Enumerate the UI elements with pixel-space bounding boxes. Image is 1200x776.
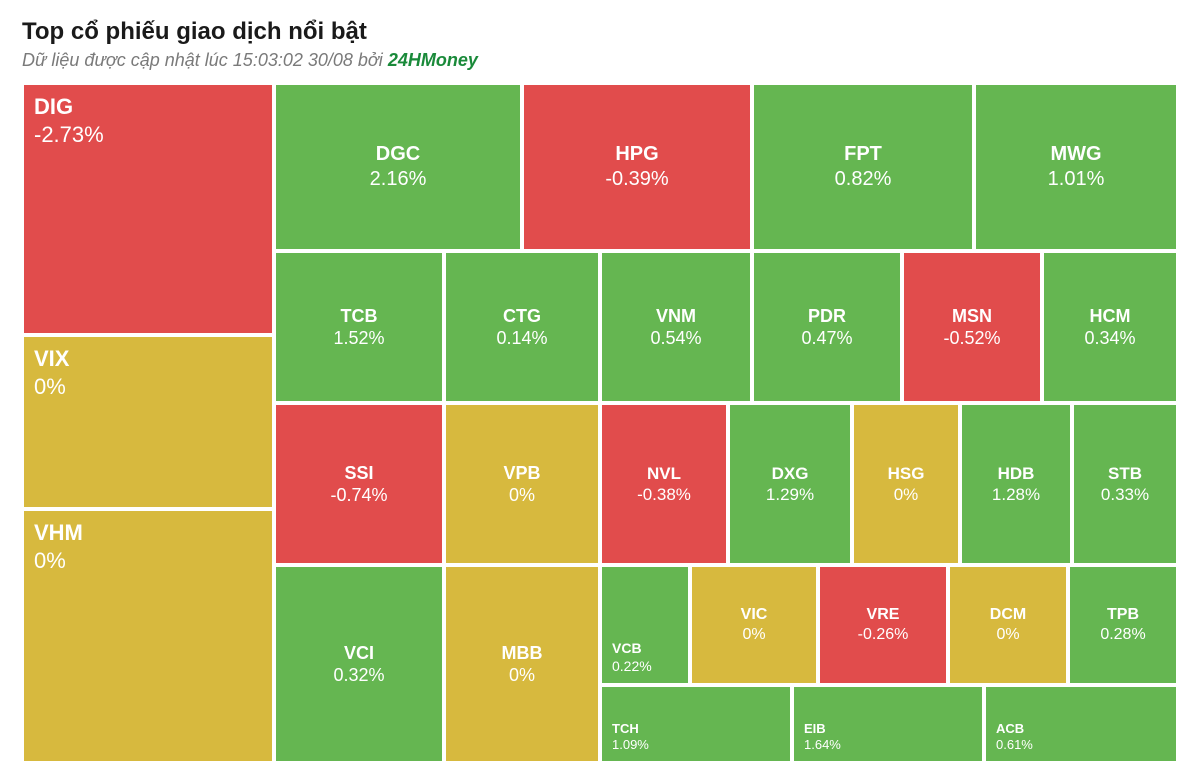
subtitle-text: Dữ liệu được cập nhật lúc 15:03:02 30/08… xyxy=(22,50,388,70)
pct-label: -0.26% xyxy=(858,625,909,645)
treemap-cell-stb[interactable]: STB0.33% xyxy=(1072,403,1178,565)
pct-label: 0.34% xyxy=(1084,327,1135,350)
pct-label: -0.39% xyxy=(605,167,668,192)
treemap-cell-tpb[interactable]: TPB0.28% xyxy=(1068,565,1178,685)
ticker-label: HSG xyxy=(888,463,925,484)
chart-title: Top cổ phiếu giao dịch nổi bật xyxy=(22,18,1178,46)
pct-label: 2.16% xyxy=(370,167,427,192)
treemap-cell-dig[interactable]: DIG-2.73% xyxy=(22,83,274,335)
treemap-cell-mwg[interactable]: MWG1.01% xyxy=(974,83,1178,251)
treemap-cell-vic[interactable]: VIC0% xyxy=(690,565,818,685)
pct-label: 1.52% xyxy=(333,327,384,350)
ticker-label: VCI xyxy=(344,642,374,665)
pct-label: 0% xyxy=(894,484,919,505)
chart-subtitle: Dữ liệu được cập nhật lúc 15:03:02 30/08… xyxy=(22,50,1178,71)
pct-label: 0% xyxy=(34,547,66,575)
ticker-label: PDR xyxy=(808,305,846,328)
treemap-cell-nvl[interactable]: NVL-0.38% xyxy=(600,403,728,565)
ticker-label: ACB xyxy=(996,721,1024,737)
pct-label: 0.61% xyxy=(996,737,1033,753)
treemap-cell-vcb[interactable]: VCB0.22% xyxy=(600,565,690,685)
ticker-label: HCM xyxy=(1090,305,1131,328)
ticker-label: DIG xyxy=(34,93,73,121)
ticker-label: MWG xyxy=(1050,142,1101,167)
treemap-cell-hsg[interactable]: HSG0% xyxy=(852,403,960,565)
treemap-cell-hcm[interactable]: HCM0.34% xyxy=(1042,251,1178,403)
ticker-label: DXG xyxy=(772,463,809,484)
treemap-cell-hpg[interactable]: HPG-0.39% xyxy=(522,83,752,251)
ticker-label: EIB xyxy=(804,721,826,737)
pct-label: 1.64% xyxy=(804,737,841,753)
pct-label: -0.38% xyxy=(637,484,691,505)
pct-label: 0% xyxy=(996,625,1019,645)
ticker-label: CTG xyxy=(503,305,541,328)
treemap-cell-hdb[interactable]: HDB1.28% xyxy=(960,403,1072,565)
ticker-label: VHM xyxy=(34,519,83,547)
pct-label: -0.52% xyxy=(943,327,1000,350)
ticker-label: STB xyxy=(1108,463,1142,484)
ticker-label: DGC xyxy=(376,142,420,167)
ticker-label: DCM xyxy=(990,605,1026,625)
pct-label: 1.29% xyxy=(766,484,814,505)
treemap-cell-fpt[interactable]: FPT0.82% xyxy=(752,83,974,251)
treemap-cell-dcm[interactable]: DCM0% xyxy=(948,565,1068,685)
treemap-cell-vhm[interactable]: VHM0% xyxy=(22,509,274,763)
ticker-label: HPG xyxy=(615,142,658,167)
treemap-cell-pdr[interactable]: PDR0.47% xyxy=(752,251,902,403)
ticker-label: VPB xyxy=(503,462,540,485)
pct-label: 0.14% xyxy=(496,327,547,350)
pct-label: 0% xyxy=(742,625,765,645)
pct-label: 1.09% xyxy=(612,737,649,753)
treemap-cell-acb[interactable]: ACB0.61% xyxy=(984,685,1178,763)
pct-label: 0% xyxy=(509,484,535,507)
ticker-label: TPB xyxy=(1107,605,1139,625)
pct-label: 0.32% xyxy=(333,664,384,687)
treemap-cell-ctg[interactable]: CTG0.14% xyxy=(444,251,600,403)
treemap-cell-vnm[interactable]: VNM0.54% xyxy=(600,251,752,403)
ticker-label: VNM xyxy=(656,305,696,328)
pct-label: 0.28% xyxy=(1100,625,1145,645)
ticker-label: HDB xyxy=(998,463,1035,484)
treemap-cell-tcb[interactable]: TCB1.52% xyxy=(274,251,444,403)
treemap-cell-dxg[interactable]: DXG1.29% xyxy=(728,403,852,565)
pct-label: 0% xyxy=(34,373,66,401)
stock-treemap: DIG-2.73%VIX0%VHM0%DGC2.16%HPG-0.39%FPT0… xyxy=(22,83,1178,763)
ticker-label: SSI xyxy=(344,462,373,485)
ticker-label: NVL xyxy=(647,463,681,484)
ticker-label: TCH xyxy=(612,721,639,737)
treemap-cell-eib[interactable]: EIB1.64% xyxy=(792,685,984,763)
ticker-label: VIX xyxy=(34,345,69,373)
ticker-label: TCB xyxy=(341,305,378,328)
pct-label: 0.22% xyxy=(612,658,652,676)
ticker-label: MBB xyxy=(502,642,543,665)
treemap-cell-dgc[interactable]: DGC2.16% xyxy=(274,83,522,251)
treemap-cell-vpb[interactable]: VPB0% xyxy=(444,403,600,565)
treemap-cell-vre[interactable]: VRE-0.26% xyxy=(818,565,948,685)
pct-label: 1.01% xyxy=(1048,167,1105,192)
pct-label: 0% xyxy=(509,664,535,687)
pct-label: 0.33% xyxy=(1101,484,1149,505)
ticker-label: MSN xyxy=(952,305,992,328)
pct-label: 1.28% xyxy=(992,484,1040,505)
pct-label: 0.54% xyxy=(650,327,701,350)
treemap-cell-vci[interactable]: VCI0.32% xyxy=(274,565,444,763)
ticker-label: FPT xyxy=(844,142,882,167)
treemap-cell-tch[interactable]: TCH1.09% xyxy=(600,685,792,763)
ticker-label: VIC xyxy=(741,605,768,625)
pct-label: -0.74% xyxy=(330,484,387,507)
ticker-label: VRE xyxy=(867,605,900,625)
brand-name: 24HMoney xyxy=(388,50,478,70)
treemap-cell-ssi[interactable]: SSI-0.74% xyxy=(274,403,444,565)
ticker-label: VCB xyxy=(612,640,642,658)
chart-header: Top cổ phiếu giao dịch nổi bật Dữ liệu đ… xyxy=(22,18,1178,71)
pct-label: 0.47% xyxy=(801,327,852,350)
treemap-cell-msn[interactable]: MSN-0.52% xyxy=(902,251,1042,403)
pct-label: -2.73% xyxy=(34,121,104,149)
treemap-cell-mbb[interactable]: MBB0% xyxy=(444,565,600,763)
pct-label: 0.82% xyxy=(835,167,892,192)
treemap-cell-vix[interactable]: VIX0% xyxy=(22,335,274,509)
